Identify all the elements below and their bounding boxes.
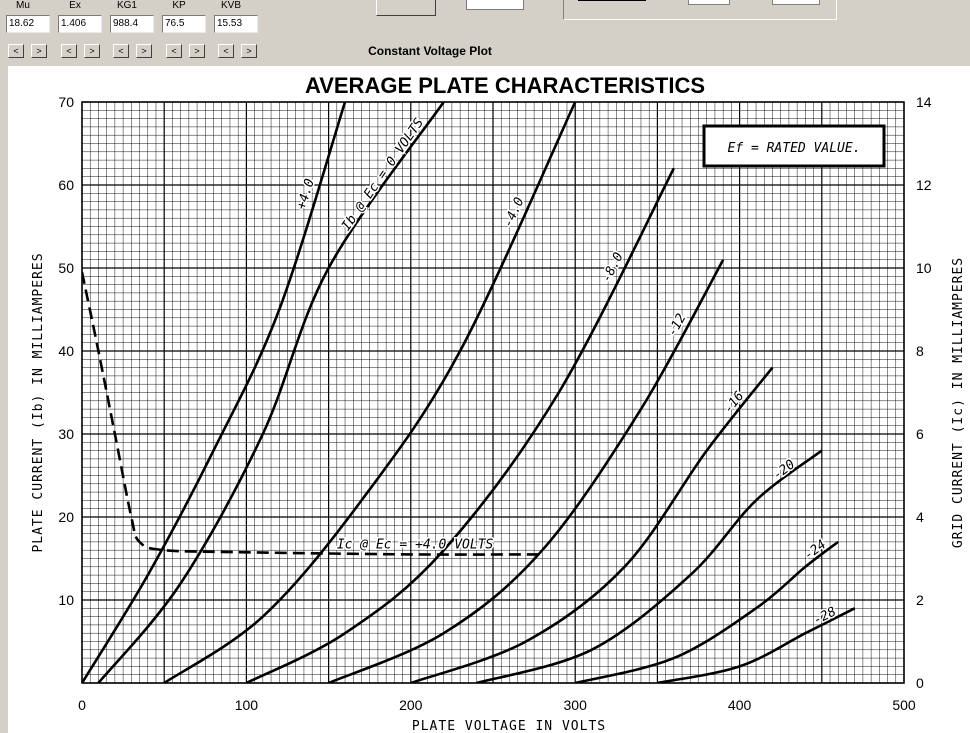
series-curve: [574, 540, 839, 683]
kg1-increment-button[interactable]: >: [136, 44, 152, 58]
series-label: -20: [770, 457, 798, 483]
mu-decrement-button[interactable]: <: [8, 44, 24, 58]
series-label: Ib @ Ec = 0 VOLTS: [339, 116, 427, 234]
series-label: -4.0: [501, 195, 528, 230]
series-curve: [657, 607, 856, 683]
series-curve: [245, 167, 675, 683]
x-tick-label: 500: [892, 697, 916, 713]
param-value-field[interactable]: 18.62: [6, 15, 50, 33]
y2-tick-label: 0: [916, 675, 924, 691]
kg1-decrement-button[interactable]: <: [113, 44, 129, 58]
param-label: Ex: [69, 0, 81, 11]
series-curve: [328, 259, 725, 683]
param-value-field[interactable]: 988.4: [110, 15, 154, 33]
title-background: [290, 70, 700, 96]
y2-tick-label: 10: [916, 260, 932, 276]
series-label: -24: [801, 537, 829, 563]
y2-tick-label: 6: [916, 426, 924, 442]
y-tick-label: 20: [58, 509, 74, 525]
toolbar-group: [563, 0, 837, 20]
color-swatch[interactable]: [578, 0, 646, 1]
y2-tick-label: 8: [916, 343, 924, 359]
toolbar-group-field[interactable]: [688, 0, 730, 5]
note-text: Ef = RATED VALUE.: [727, 141, 860, 156]
y-tick-label: 30: [58, 426, 74, 442]
y-axis-label: PLATE CURRENT (Ib) IN MILLIAMPERES: [31, 252, 46, 552]
series-curve: [97, 102, 445, 683]
y-tick-label: 10: [58, 592, 74, 608]
y-tick-label: 50: [58, 260, 74, 276]
ex-increment-button[interactable]: >: [84, 44, 100, 58]
series-curve: [163, 102, 577, 683]
x-tick-label: 0: [78, 697, 86, 713]
series-curve: [410, 366, 774, 683]
y-tick-label: 70: [58, 94, 74, 110]
param-value-field[interactable]: 1.406: [58, 15, 102, 33]
mu-increment-button[interactable]: >: [31, 44, 47, 58]
param-label: KP: [172, 0, 186, 11]
param-label: KVB: [220, 0, 241, 11]
x-axis-label: PLATE VOLTAGE IN VOLTS: [412, 719, 606, 733]
grid-current-curve: [82, 271, 543, 556]
param-value-field[interactable]: 15.53: [214, 15, 258, 33]
y2-tick-label: 2: [916, 592, 924, 608]
y2-tick-label: 14: [916, 94, 932, 110]
x-tick-label: 200: [399, 697, 423, 713]
note-box: [702, 124, 886, 168]
chart-title: AVERAGE PLATE CHARACTERISTICS: [305, 73, 705, 98]
y-tick-label: 40: [58, 343, 74, 359]
plot-frame: [81, 101, 905, 684]
kp-decrement-button[interactable]: <: [166, 44, 182, 58]
kvb-decrement-button[interactable]: <: [218, 44, 234, 58]
toolbar-button[interactable]: [376, 0, 436, 16]
series-curve: [476, 449, 823, 683]
ex-decrement-button[interactable]: <: [61, 44, 77, 58]
x-tick-label: 300: [564, 697, 588, 713]
series-curve: [82, 102, 347, 683]
x-tick-label: 400: [728, 697, 752, 713]
param-label: KG1: [116, 0, 137, 11]
toolbar-field[interactable]: [466, 0, 524, 10]
y-tick-label: 60: [58, 177, 74, 193]
y2-tick-label: 12: [916, 177, 932, 193]
y2-axis-label: GRID CURRENT (Ic) IN MILLIAMPERES: [951, 257, 966, 548]
series-label: -16: [721, 389, 747, 417]
kp-increment-button[interactable]: >: [189, 44, 205, 58]
x-tick-label: 100: [235, 697, 259, 713]
toolbar-group-field[interactable]: [772, 0, 820, 5]
y2-tick-label: 4: [916, 509, 924, 525]
series-label: -12: [665, 311, 690, 339]
param-value-field[interactable]: 76.5: [162, 15, 206, 33]
plot-title: Constant Voltage Plot: [368, 44, 492, 58]
grid-current-label: Ic @ Ec = +4.0 VOLTS: [337, 537, 494, 552]
param-label: Mu: [16, 0, 30, 11]
plot-panel: AVERAGE PLATE CHARACTERISTICS 0 100 200 300 4…: [8, 66, 970, 733]
kvb-increment-button[interactable]: >: [241, 44, 257, 58]
